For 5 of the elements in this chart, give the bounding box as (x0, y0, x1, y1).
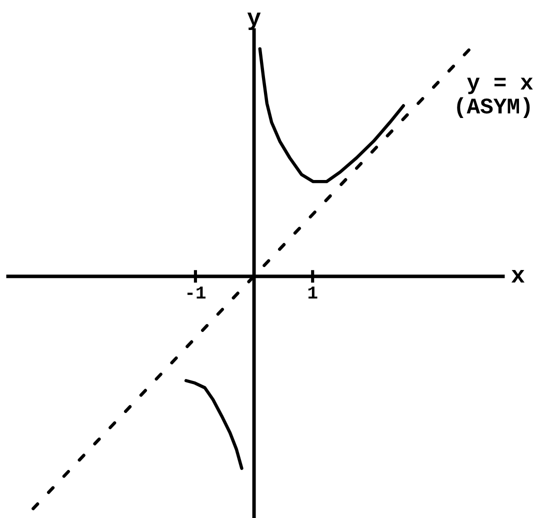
y-axis-title: y (247, 12, 261, 30)
x-tick-label: 1 (308, 286, 318, 298)
annotation: y = x (ASYM) (457, 78, 533, 118)
x-axis-title: x (511, 270, 525, 282)
x-tick-label: -1 (187, 286, 206, 298)
